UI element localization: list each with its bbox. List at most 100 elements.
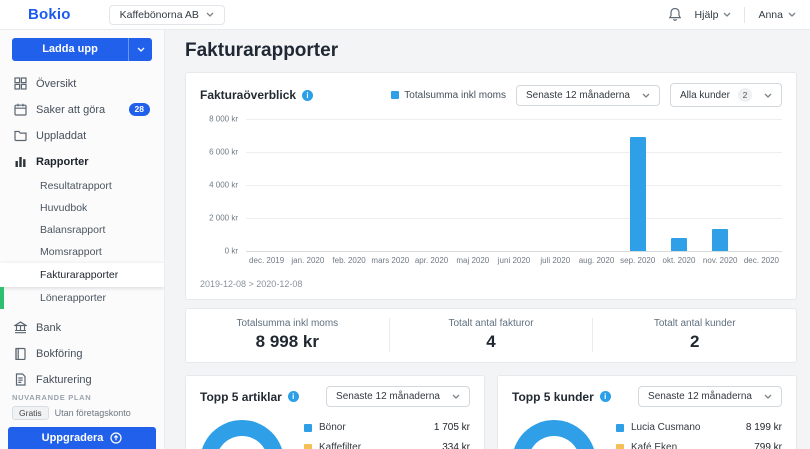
main-content: Fakturarapporter Fakturaöverblick i Tota… <box>165 30 810 449</box>
legend-value: 8 199 kr <box>745 422 782 433</box>
todo-calendar-icon <box>14 103 27 116</box>
company-name: Kaffebönorna AB <box>119 8 199 21</box>
company-selector[interactable]: Kaffebönorna AB <box>108 4 225 25</box>
x-tick-label: okt. 2020 <box>662 256 696 265</box>
legend-label: Kaffefilter <box>319 442 362 449</box>
stat-value: 2 <box>689 332 700 351</box>
upgrade-button[interactable]: Uppgradera <box>8 426 156 449</box>
bar-column <box>452 119 493 251</box>
help-menu[interactable]: Hjälp <box>695 9 732 21</box>
upload-dropdown-toggle[interactable] <box>128 38 152 61</box>
stats-band: Totalsumma inkl moms 8 998 kr Totalt ant… <box>185 308 797 363</box>
sidebar-item-bank[interactable]: Bank <box>0 315 164 341</box>
bar-nov-2020 <box>712 229 729 251</box>
sidebar-item-saker-att-gora[interactable]: Saker att göra 28 <box>0 97 164 123</box>
overview-controls: Totalsumma inkl moms Senaste 12 månadern… <box>391 83 782 107</box>
x-axis: dec. 2019 jan. 2020 feb. 2020 mars 2020 apr.… <box>246 256 782 265</box>
sidebar-item-oversikt[interactable]: Översikt <box>0 71 164 97</box>
info-icon[interactable]: i <box>302 89 314 101</box>
legend-item: Bönor 1 705 kr <box>304 422 470 433</box>
overview-grid-icon <box>14 77 27 90</box>
stat-value: 4 <box>486 332 496 351</box>
top-articles-body: Bönor 1 705 kr Kaffefilter 334 kr <box>200 420 470 449</box>
top-customers-header: Topp 5 kunder i Senaste 12 månaderna <box>512 386 782 407</box>
sidebar-item-label: Fakturering <box>36 373 92 386</box>
customer-select[interactable]: Alla kunder 2 <box>669 83 782 107</box>
period-select[interactable]: Senaste 12 månaderna <box>516 84 660 106</box>
x-tick-label: feb. 2020 <box>332 256 366 265</box>
notifications-bell-icon[interactable] <box>668 7 682 22</box>
user-name: Anna <box>758 8 783 21</box>
y-tick-label: 0 kr <box>224 246 238 256</box>
bar-column <box>658 119 699 251</box>
bokio-logo[interactable]: Bokio <box>28 6 71 23</box>
sidebar-item-bokforing[interactable]: Bokföring <box>0 341 164 367</box>
sidebar-subitem-momsrapport[interactable]: Momsrapport <box>40 245 102 258</box>
x-tick-label: maj 2020 <box>456 256 490 265</box>
invoice-document-icon <box>15 373 26 386</box>
user-menu[interactable]: Anna <box>758 9 796 21</box>
chevron-down-icon <box>764 93 772 98</box>
bar-chart-icon <box>15 157 26 167</box>
customers-donut-chart <box>512 420 596 449</box>
upload-label: Ladda upp <box>42 43 98 56</box>
customers-period-select[interactable]: Senaste 12 månaderna <box>638 386 782 407</box>
sidebar-item-label: Översikt <box>36 77 77 90</box>
x-tick-label: nov. 2020 <box>702 256 738 265</box>
legend-label: Totalsumma inkl moms <box>404 89 506 101</box>
book-icon <box>15 347 26 360</box>
sidebar-subitem-lonerapporter[interactable]: Lönerapporter <box>0 286 164 309</box>
bar-column <box>370 119 411 251</box>
top-bar: Bokio Kaffebönorna AB Hjälp Anna <box>0 0 810 30</box>
chevron-down-icon <box>764 394 772 399</box>
overview-card: Fakturaöverblick i Totalsumma inkl moms … <box>185 72 797 300</box>
date-range: 2019-12-08 > 2020-12-08 <box>200 279 303 289</box>
bar-column <box>287 119 328 251</box>
sidebar-item-label: Uppladdat <box>36 129 87 142</box>
sidebar-subitem-balansrapport[interactable]: Balansrapport <box>40 223 106 236</box>
x-tick-label: aug. 2020 <box>578 256 615 265</box>
bar-column <box>576 119 617 251</box>
info-icon[interactable]: i <box>599 391 611 402</box>
upload-button[interactable]: Ladda upp <box>12 38 152 61</box>
x-axis-wrap: dec. 2019 jan. 2020 feb. 2020 mars 2020 apr.… <box>200 256 782 265</box>
header-right: Hjälp Anna <box>668 6 796 23</box>
customers-period-value: Senaste 12 månaderna <box>648 391 752 402</box>
sidebar-item-label: Bokföring <box>36 347 83 360</box>
sidebar-item-label: Saker att göra <box>36 103 106 116</box>
sidebar-subitem-huvudbok[interactable]: Huvudbok <box>40 201 88 214</box>
chevron-down-icon <box>724 12 731 17</box>
legend-item: Lucia Cusmano 8 199 kr <box>616 422 782 433</box>
sidebar-subitem-resultatrapport[interactable]: Resultatrapport <box>40 179 112 192</box>
bottom-row: Topp 5 artiklar i Senaste 12 månaderna B… <box>185 375 797 449</box>
legend-label: Bönor <box>319 422 346 433</box>
y-tick-label: 8 000 kr <box>209 114 238 124</box>
stat-value: 8 998 kr <box>255 332 319 351</box>
y-axis: 8 000 kr 6 000 kr 4 000 kr 2 000 kr 0 kr <box>200 115 246 256</box>
page-title: Fakturarapporter <box>185 40 339 61</box>
chevron-down-icon <box>206 12 214 17</box>
gridline <box>246 218 782 219</box>
boost-arrow-icon <box>110 432 122 444</box>
sidebar-item-fakturering[interactable]: Fakturering <box>0 367 164 393</box>
legend-value: 334 kr <box>442 442 470 449</box>
x-tick-label: apr. 2020 <box>414 256 449 265</box>
sidebar-item-rapporter[interactable]: Rapporter <box>0 149 164 175</box>
legend-swatch <box>304 443 312 449</box>
x-tick-label: juli 2020 <box>540 256 571 265</box>
sidebar-subitem-fakturarapporter[interactable]: Fakturarapporter <box>0 262 164 287</box>
sidebar-item-label: Bank <box>36 321 62 334</box>
info-icon[interactable]: i <box>287 391 299 402</box>
upgrade-label: Uppgradera <box>41 431 104 444</box>
customer-count-pill: 2 <box>738 88 752 102</box>
bar-column <box>246 119 287 251</box>
bar-column <box>617 119 658 251</box>
stat-total-customers: Totalt antal kunder 2 <box>593 318 796 352</box>
bar-column <box>535 119 576 251</box>
legend-swatch <box>616 443 624 449</box>
bar-column <box>741 119 782 251</box>
articles-period-select[interactable]: Senaste 12 månaderna <box>326 386 470 407</box>
top-customers-title: Topp 5 kunder <box>512 389 594 404</box>
sidebar-item-uppladdat[interactable]: Uppladdat <box>0 123 164 149</box>
